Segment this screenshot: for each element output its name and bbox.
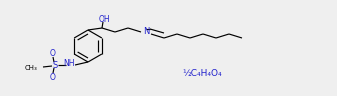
Text: CH₃: CH₃ — [24, 65, 37, 71]
Text: O: O — [50, 72, 56, 82]
Text: S: S — [52, 60, 58, 70]
Text: N: N — [143, 27, 149, 36]
Text: NH: NH — [63, 60, 75, 69]
Text: OH: OH — [98, 14, 110, 24]
Text: O: O — [50, 48, 56, 58]
Text: ½C₄H₄O₄: ½C₄H₄O₄ — [182, 69, 222, 77]
